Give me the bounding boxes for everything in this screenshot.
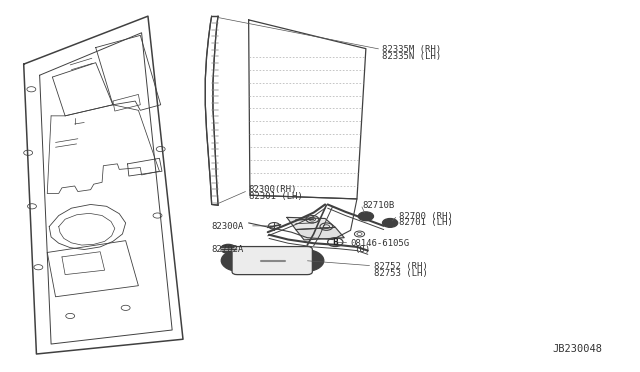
Text: 82701 (LH): 82701 (LH)	[399, 218, 452, 227]
Text: B: B	[332, 238, 338, 247]
FancyBboxPatch shape	[232, 247, 312, 275]
Text: 82300(RH): 82300(RH)	[248, 185, 297, 194]
Text: (8): (8)	[354, 245, 370, 254]
Text: 82335N (LH): 82335N (LH)	[383, 52, 442, 61]
Text: 82335M (RH): 82335M (RH)	[383, 45, 442, 54]
Text: JB230048: JB230048	[552, 344, 602, 354]
Text: 82753 (LH): 82753 (LH)	[374, 269, 428, 278]
Text: 08146-6105G: 08146-6105G	[351, 239, 410, 248]
Text: 82700 (RH): 82700 (RH)	[399, 212, 452, 221]
Circle shape	[221, 244, 236, 253]
Text: 82752 (RH): 82752 (RH)	[374, 262, 428, 271]
Polygon shape	[296, 227, 344, 240]
Circle shape	[285, 250, 324, 272]
Circle shape	[358, 212, 374, 221]
Text: 82300A: 82300A	[212, 222, 244, 231]
Polygon shape	[287, 217, 335, 230]
Text: 82301 (LH): 82301 (LH)	[248, 192, 302, 201]
Text: 82710B: 82710B	[362, 201, 394, 210]
Text: 82702A: 82702A	[212, 245, 244, 254]
Circle shape	[221, 250, 259, 272]
Circle shape	[383, 218, 397, 227]
